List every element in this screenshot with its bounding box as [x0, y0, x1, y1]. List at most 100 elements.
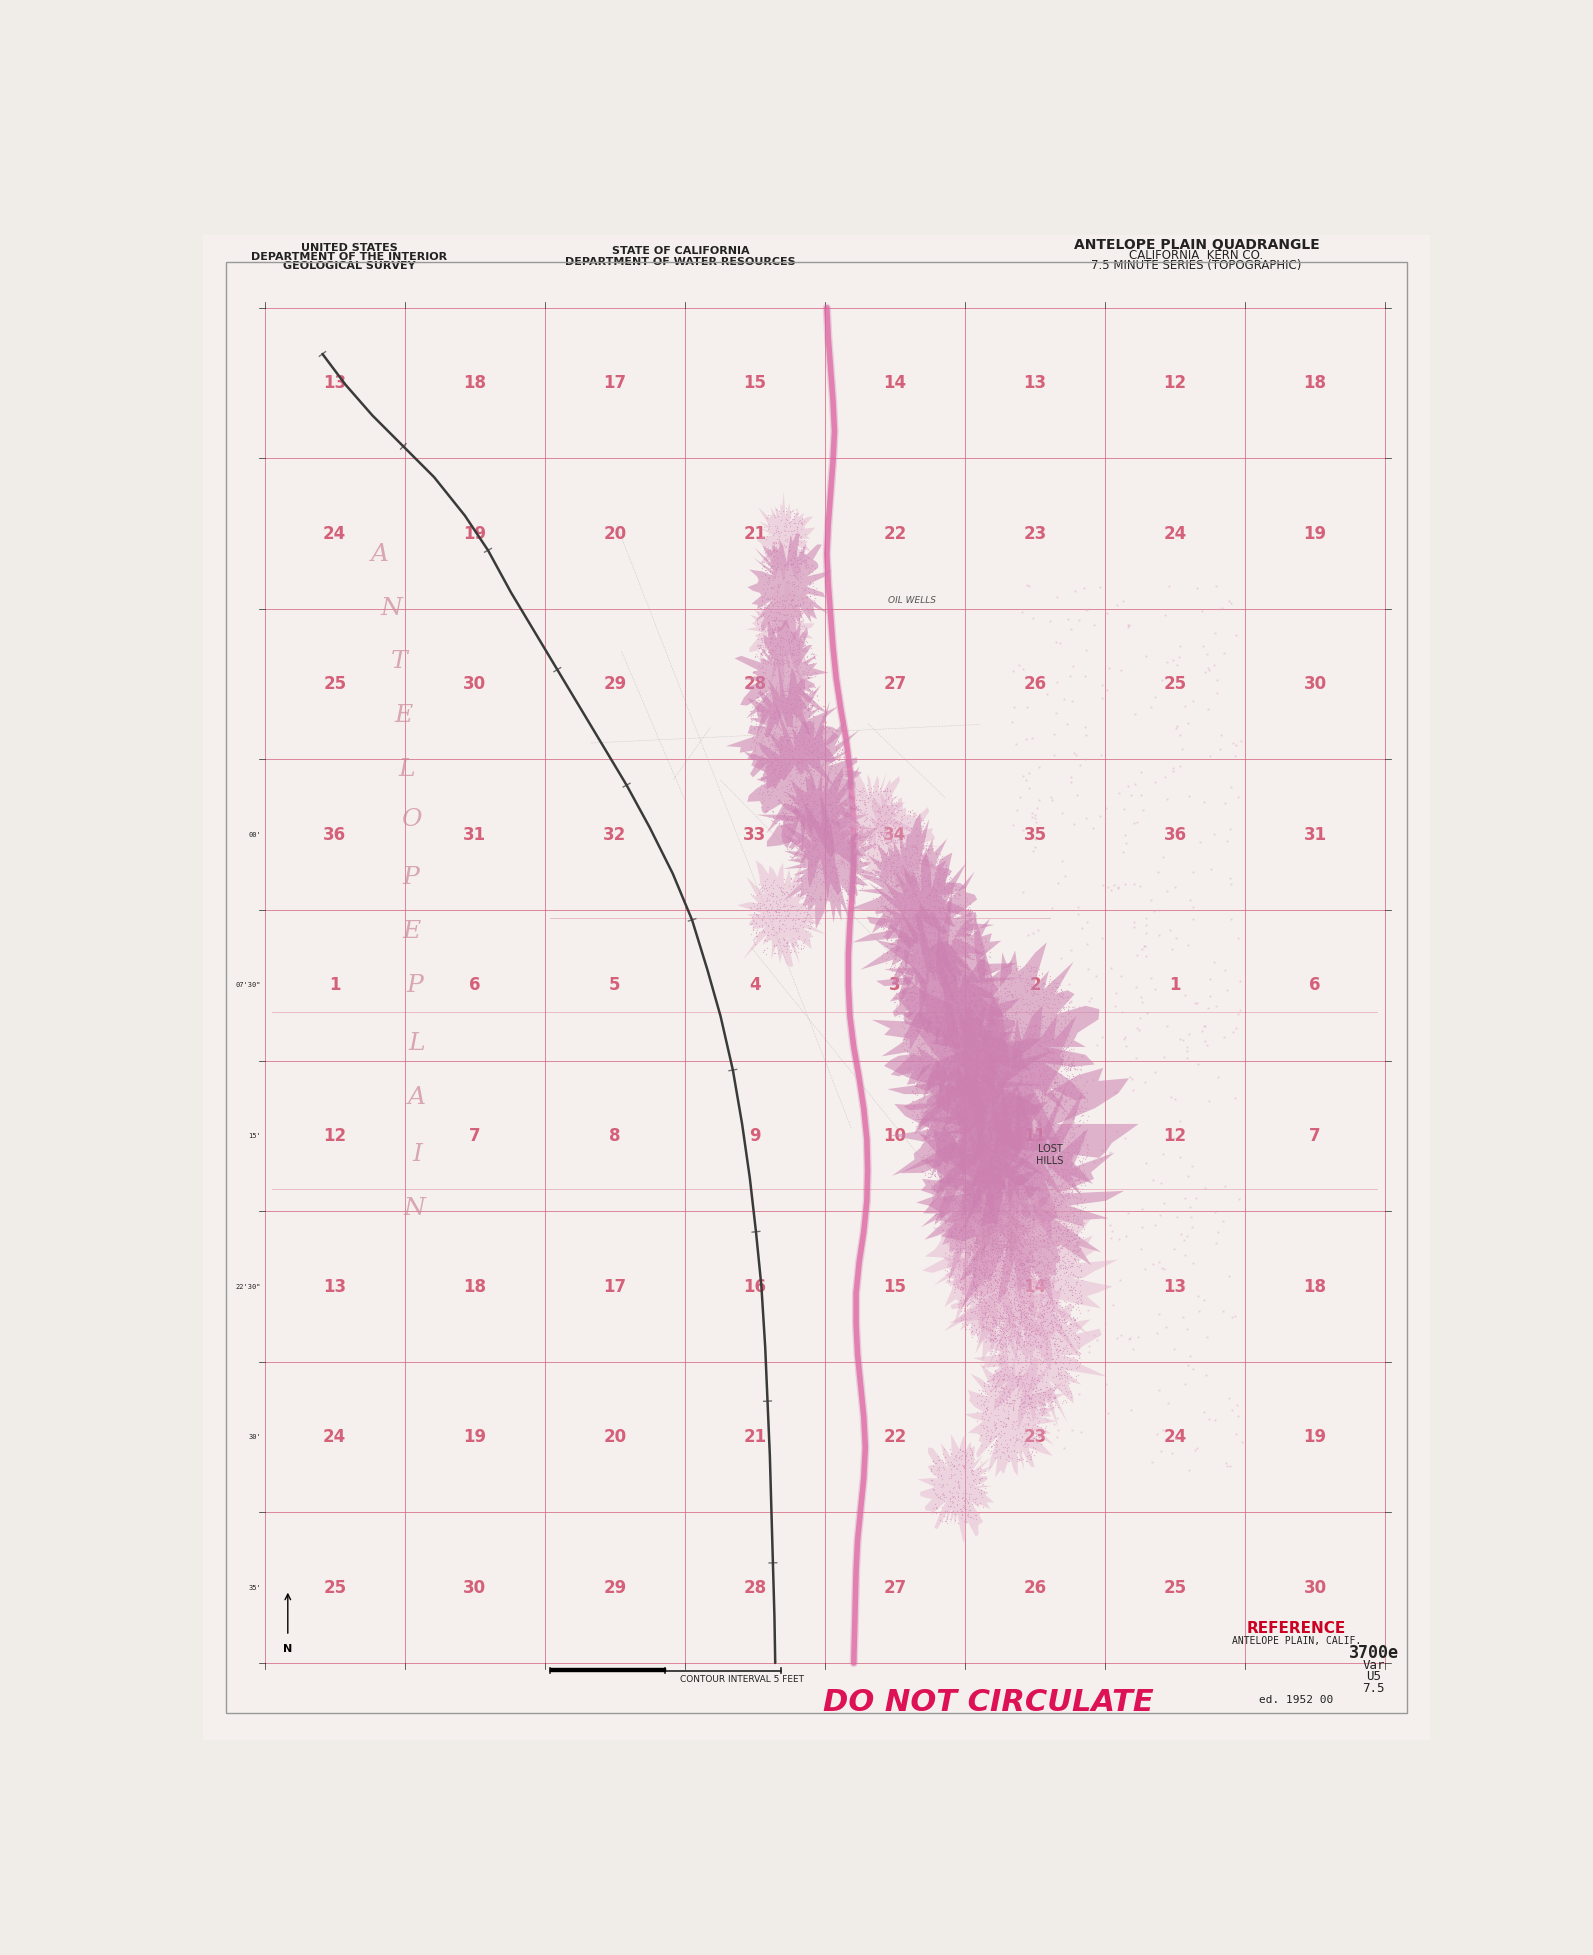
Point — [796, 780, 822, 811]
Point — [785, 686, 811, 717]
Point — [1021, 1155, 1047, 1187]
Point — [924, 1132, 949, 1163]
Point — [792, 821, 817, 852]
Point — [972, 1093, 997, 1124]
Point — [941, 1132, 967, 1163]
Point — [1010, 1230, 1035, 1261]
Point — [758, 534, 784, 565]
Point — [938, 1064, 964, 1095]
Point — [913, 1060, 938, 1091]
Point — [932, 1048, 957, 1079]
Point — [1024, 1337, 1050, 1368]
Point — [953, 1183, 978, 1214]
Point — [785, 528, 811, 559]
Point — [897, 1052, 922, 1083]
Point — [902, 1067, 927, 1099]
Point — [895, 833, 921, 864]
Point — [1061, 1238, 1086, 1269]
Point — [801, 772, 827, 804]
Point — [959, 983, 984, 1015]
Point — [911, 1056, 937, 1087]
Point — [975, 979, 1000, 1011]
Point — [1029, 1085, 1055, 1116]
Point — [986, 1122, 1012, 1153]
Point — [1007, 1146, 1032, 1177]
Point — [941, 1122, 967, 1153]
Point — [738, 714, 763, 745]
Point — [1020, 1153, 1045, 1185]
Point — [972, 1404, 997, 1435]
Point — [964, 1050, 989, 1081]
Point — [1048, 1169, 1074, 1200]
Point — [965, 979, 991, 1011]
Point — [924, 1062, 949, 1093]
Point — [997, 1423, 1023, 1455]
Point — [890, 882, 916, 913]
Point — [930, 995, 956, 1026]
Point — [930, 909, 956, 940]
Point — [992, 1118, 1018, 1150]
Point — [1010, 1443, 1035, 1474]
Point — [771, 586, 796, 618]
Point — [820, 835, 846, 866]
Point — [975, 1255, 1000, 1286]
Point — [969, 1218, 994, 1249]
Point — [935, 1024, 961, 1056]
Point — [977, 1269, 1002, 1300]
Point — [975, 987, 1000, 1019]
Point — [997, 1187, 1023, 1218]
Point — [943, 1120, 969, 1151]
Point — [986, 1155, 1012, 1187]
Point — [1015, 1165, 1040, 1196]
Point — [1043, 1216, 1069, 1247]
Point — [946, 1099, 972, 1130]
Point — [1004, 1331, 1029, 1363]
Point — [781, 913, 806, 944]
Point — [878, 897, 903, 929]
Point — [921, 1110, 946, 1142]
Point — [994, 1239, 1020, 1271]
Point — [773, 524, 798, 555]
Point — [956, 1200, 981, 1232]
Point — [1004, 1382, 1029, 1413]
Point — [986, 1302, 1012, 1333]
Point — [959, 1069, 984, 1101]
Point — [898, 903, 924, 934]
Point — [973, 1058, 999, 1089]
Point — [959, 1296, 984, 1327]
Point — [878, 854, 903, 886]
Point — [765, 495, 790, 526]
Point — [798, 780, 824, 811]
Point — [951, 1296, 977, 1327]
Point — [964, 1183, 989, 1214]
Point — [956, 1214, 981, 1245]
Point — [1021, 1161, 1047, 1193]
Point — [910, 1026, 935, 1058]
Point — [782, 717, 808, 749]
Point — [953, 950, 978, 981]
Point — [1012, 1286, 1037, 1318]
Point — [959, 1247, 984, 1279]
Point — [1004, 997, 1029, 1028]
Point — [921, 1017, 946, 1048]
Point — [902, 911, 927, 942]
Point — [752, 682, 777, 714]
Point — [948, 1462, 973, 1494]
Point — [938, 1490, 964, 1521]
Point — [986, 1067, 1012, 1099]
Point — [809, 854, 835, 886]
Point — [903, 1064, 929, 1095]
Point — [883, 981, 908, 1013]
Point — [895, 1044, 921, 1075]
Point — [755, 514, 781, 545]
Point — [1063, 1245, 1088, 1277]
Point — [1005, 1153, 1031, 1185]
Point — [798, 782, 824, 813]
Point — [929, 956, 954, 987]
Point — [964, 962, 989, 993]
Point — [1005, 1376, 1031, 1408]
Point — [898, 862, 924, 893]
Point — [881, 831, 906, 862]
Point — [996, 1105, 1021, 1136]
Point — [903, 813, 929, 845]
